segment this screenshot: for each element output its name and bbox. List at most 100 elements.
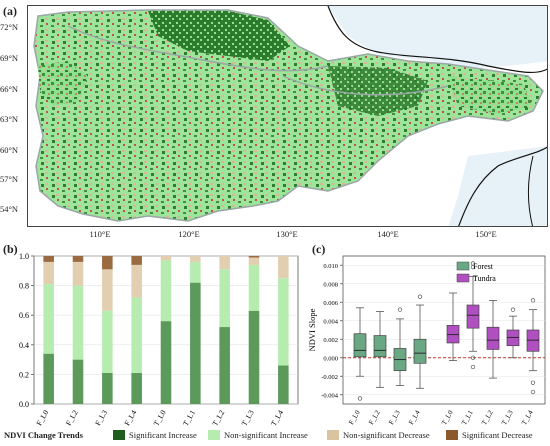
y-tick-label: 0.6 [19, 311, 29, 320]
zone-boundary [67, 25, 329, 72]
lon-label: 120°E [178, 229, 200, 239]
bar-segment [43, 261, 54, 285]
legend-swatch [113, 430, 125, 440]
y-tick-label: 0.4 [19, 341, 29, 350]
eastern-forest-zone [328, 66, 428, 116]
legend-item-nonsig-decrease: Non-significant Decrease [327, 430, 430, 440]
legend-swatch [456, 261, 470, 271]
y-tick-label: 0.006 [323, 300, 338, 307]
bar-segment [248, 256, 260, 258]
x-tick-label: F_L3 [93, 408, 109, 426]
x-tick-label: T_L1 [181, 408, 197, 426]
outlier-point [397, 307, 403, 312]
panel-b-label: (b) [3, 242, 18, 256]
bar-segment [190, 282, 201, 404]
lon-label: 150°E [475, 229, 497, 239]
x-tick-label: T_L4 [269, 408, 285, 426]
x-tick-label: F_L0 [347, 409, 362, 426]
x-tick-label: T_L3 [500, 409, 515, 426]
legend-label: Non-significant Increase [224, 430, 308, 440]
legend-item-significant-decrease: Significant Decrease [446, 430, 533, 440]
legend-label: Tundra [473, 274, 496, 283]
bar-segment [278, 365, 289, 404]
northern-forest-zone [148, 11, 290, 61]
lat-label: 72°N [0, 22, 19, 32]
bar-segment [102, 269, 113, 311]
lon-label: 140°E [377, 229, 399, 239]
box [353, 333, 367, 358]
legend-item-significant-increase: Significant Increase [113, 430, 197, 440]
y-tick-label: 0.002 [323, 337, 338, 344]
bar-segment [160, 260, 172, 322]
bar-segment [219, 256, 230, 270]
box [486, 326, 500, 350]
coastline-north [327, 6, 547, 74]
bar-segment [72, 261, 84, 286]
lat-label: 60°N [0, 145, 19, 155]
lat-label: 66°N [0, 84, 19, 94]
legend-swatch [327, 430, 339, 440]
x-tick-label: T_L0 [152, 408, 168, 426]
y-tick-label: -0.004 [321, 392, 339, 399]
y-axis-label: NDVI Slope [307, 308, 317, 351]
kamchatka-coast [527, 155, 534, 226]
x-tick-label: T_L0 [440, 409, 455, 426]
bar-segment [131, 256, 142, 265]
far-east-zone [448, 76, 533, 114]
y-tick-label: 0.0 [19, 400, 29, 409]
box [506, 329, 520, 347]
outlier-point [470, 364, 476, 370]
lon-label: 110°E [89, 229, 111, 239]
bar-segment [72, 256, 84, 262]
coastline-east [458, 146, 547, 226]
x-tick-label: T_L2 [480, 409, 495, 426]
box [413, 338, 427, 364]
y-tick-label: 1.0 [19, 252, 29, 261]
bar-segment [102, 310, 113, 373]
x-tick-label: T_L4 [520, 409, 535, 426]
y-tick-label: 0.010 [323, 263, 338, 270]
outlier-point [510, 307, 516, 312]
box [373, 335, 387, 358]
lat-label: 63°N [0, 114, 19, 124]
okhotsk-sea [448, 146, 547, 226]
bar-segment [43, 284, 54, 354]
legend-swatch [446, 430, 458, 440]
bar-segment [248, 310, 260, 404]
outlier-point [530, 380, 536, 385]
legend-label: Non-significant Decrease [343, 430, 430, 440]
y-tick-label: 0.2 [19, 370, 29, 379]
box-plot-chart: -0.004 -0.002 0.000 0.002 0.004 0.006 0.008 0.0… [307, 255, 546, 426]
bar-segment [160, 256, 172, 261]
western-zone [38, 61, 88, 106]
x-tick-label: F_L3 [387, 409, 402, 426]
bar-segment [43, 256, 54, 262]
lat-label: 69°N [0, 53, 19, 63]
bar-segment [102, 256, 113, 270]
bar-segment [72, 285, 84, 360]
stacked-bar-chart: 0.0 0.2 0.4 0.6 0.8 1.0 F_L0 F_L2 F_L3 F_L4 T_L0 T_… [19, 252, 299, 426]
study-region [33, 9, 544, 222]
x-tick-label: T_L1 [460, 409, 475, 426]
bar-segment [278, 278, 289, 366]
box [526, 329, 540, 352]
panel-c-label: (c) [312, 242, 326, 256]
bar-segment [131, 372, 142, 404]
box [446, 325, 460, 344]
bar-segment [190, 261, 201, 283]
x-tick-label: F_L2 [64, 408, 80, 426]
bar-segment [72, 359, 84, 404]
bar-segment [248, 264, 260, 311]
x-tick-label: F_L2 [367, 409, 382, 426]
legend-label: Significant Decrease [462, 430, 533, 440]
y-tick-label: 0.000 [323, 355, 338, 362]
bar-segment [248, 257, 260, 265]
legend-title: NDVI Change Trends [4, 430, 83, 440]
legend-swatch [456, 273, 470, 283]
bar-segment [43, 353, 54, 404]
bar-segment [190, 256, 201, 262]
bar-segment [131, 297, 142, 373]
map-canvas [28, 6, 547, 226]
outlier-point [357, 396, 363, 401]
x-tick-label: T_L3 [240, 408, 256, 426]
